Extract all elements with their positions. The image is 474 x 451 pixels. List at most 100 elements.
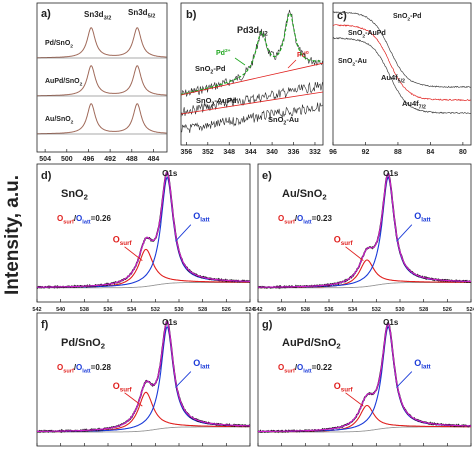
panel-d-tick-label-3: 536 — [103, 307, 112, 313]
panel-d-sample-label: SnO2 — [61, 188, 88, 202]
panel-b-pd0-label: Pd0 — [297, 50, 309, 59]
panel-c-trace-label-0-after: -Pd — [410, 13, 421, 20]
panel-c-au2-label-sub: 7/2 — [419, 105, 426, 111]
panel-b-frame — [180, 2, 324, 146]
panel-e-olatt-label-sub: latt — [421, 217, 431, 224]
panel-a-trace-label-0: Pd/SnO2 — [45, 40, 73, 50]
panel-c-trace-label-2-main: SnO — [338, 58, 353, 65]
panel-c-trace-label-2-sub: 2 — [352, 62, 355, 68]
panel-g-letter: g) — [262, 319, 273, 331]
panel-d-ratio-slash: / — [74, 214, 77, 223]
panel-e-ratio: Osurf/Olatt=0.23 — [278, 214, 332, 226]
panel-e-tick-label-2: 538 — [301, 307, 310, 313]
panel-e-sample-label-main: Au/SnO — [282, 188, 323, 200]
panel-e-olatt-arrow — [396, 224, 413, 242]
panel-c-letter: c) — [337, 10, 347, 22]
panel-b-trace-label-0-sub: 2 — [210, 70, 213, 76]
panel-e-ratio-value: =0.23 — [312, 214, 333, 223]
panel-c-trace-label-1-after: -AuPd — [365, 30, 386, 37]
panel-c-tick-label-0: 96 — [329, 149, 337, 156]
panel-e-tick-label-0: 542 — [253, 307, 262, 313]
panel-d-ratio-olatt: O — [76, 214, 82, 223]
panel-c-tick-label-2: 88 — [394, 149, 402, 156]
panel-b-trace-label-1-sub: 2 — [211, 102, 214, 108]
panel-e-ratio-olatt-sub: latt — [303, 220, 312, 226]
panel-a-tick-label-5: 484 — [148, 156, 160, 163]
panel-c-frame — [332, 2, 472, 146]
panel-e-sample-label: Au/SnO2 — [282, 188, 327, 202]
panel-a-trace-label-2: Au/SnO2 — [45, 116, 74, 126]
panel-a-peak1-label-sub: 3/2 — [104, 16, 112, 22]
panel-b-tick-label-1: 352 — [202, 149, 214, 156]
panel-a-tick-label-0: 504 — [39, 156, 51, 163]
panel-d-tick-label-2: 538 — [80, 307, 89, 313]
panel-d-olatt-label: Olatt — [193, 211, 210, 224]
panel-e-tick-label-9: 524 — [466, 307, 474, 313]
panel-d-olatt-label-sub: latt — [200, 217, 210, 224]
panel-e-ratio-osurf: O — [278, 214, 284, 223]
panel-d-ratio-olatt-sub: latt — [82, 220, 91, 226]
panel-e-ratio-slash: / — [295, 214, 298, 223]
panel-b-tick-label-4: 340 — [266, 149, 278, 156]
panel-g-olatt-label: Olatt — [414, 358, 431, 371]
panel-e-o1s-label: O1s — [383, 169, 399, 178]
panel-d-ratio-value: =0.26 — [91, 214, 112, 223]
panel-b-pd0-label-sub: 0 — [306, 50, 309, 56]
panel-b-tick-label-0: 356 — [181, 149, 193, 156]
panel-a-trace-label-0-sub: 2 — [70, 44, 73, 50]
panel-c-tick-label-4: 80 — [459, 149, 467, 156]
panel-b-letter: b) — [186, 9, 197, 21]
panel-a-trace-label-2-sub: 2 — [71, 120, 74, 126]
panel-b-trace-label-2-main: SnO — [268, 115, 284, 124]
panel-b-trace-label-1-main: SnO — [196, 96, 212, 105]
panel-f-ratio: Osurf/Olatt=0.28 — [57, 363, 111, 375]
panel-d-o1s-label: O1s — [162, 169, 178, 178]
panel-g-ratio-slash: / — [295, 363, 298, 372]
panel-e-envelope — [258, 172, 471, 288]
panel-g-frame — [257, 312, 472, 447]
panel-a-trace-label-2-main: Au/SnO — [45, 116, 71, 123]
panel-c-tick-label-1: 92 — [362, 149, 370, 156]
panel-f-ratio-osurf: O — [57, 363, 63, 372]
panel-g-sample-label: AuPd/SnO2 — [282, 337, 341, 351]
panel-e-osurf-arrow — [345, 246, 364, 261]
panel-f-frame — [36, 312, 251, 447]
panel-g-ratio-value: =0.22 — [312, 363, 333, 372]
panel-e-tick-label-6: 530 — [395, 307, 404, 313]
panel-a-peak2-label-main: Sn3d — [128, 8, 148, 17]
panel-d-frame — [36, 163, 251, 303]
panel-g-o1s-label: O1s — [383, 318, 399, 327]
panel-b-trace-1 — [180, 81, 323, 117]
panel-b-peak-label-main: Pd3d — [237, 25, 259, 35]
panel-c-trace-label-2-after: -Au — [355, 58, 367, 65]
panel-g-olatt-label-sub: latt — [421, 364, 431, 371]
panel-a-trace-label-1: AuPd/SnO2 — [45, 78, 83, 88]
panel-d-background — [37, 282, 250, 289]
panel-e-olatt-label: Olatt — [414, 211, 431, 224]
panel-d-letter: d) — [41, 170, 52, 182]
panel-c-au2-label-main: Au4f — [402, 99, 419, 108]
panel-b-tick-label-2: 348 — [223, 149, 235, 156]
panel-c-au2-label: Au4f7/2 — [402, 99, 426, 111]
panel-f-osurf-arrow — [124, 392, 143, 407]
panel-a-tick-label-1: 500 — [61, 156, 73, 163]
panel-f-olatt-arrow — [175, 371, 192, 388]
panel-f-osurf-component — [37, 391, 250, 433]
panel-a-tick-label-2: 496 — [83, 156, 95, 163]
panel-f-ratio-slash: / — [74, 363, 77, 372]
panel-b-bg-0 — [180, 62, 324, 96]
panel-f-ratio-osurf-sub: surf — [63, 369, 74, 375]
panel-e-osurf-component — [258, 259, 471, 289]
panel-f-background — [37, 426, 250, 433]
panel-e-tick-label-1: 540 — [277, 307, 286, 313]
panel-f-olatt-label-main: O — [193, 358, 200, 368]
panel-g-osurf-label-sub: surf — [341, 386, 354, 393]
panel-d-ratio: Osurf/Olatt=0.26 — [57, 214, 111, 226]
panel-g-ratio: Osurf/Olatt=0.22 — [278, 363, 332, 375]
panel-d-osurf-arrow — [124, 246, 143, 261]
panel-e-olatt-label-main: O — [414, 211, 421, 221]
panel-b-bg-1 — [180, 91, 324, 115]
panel-b-trace-label-2-after: -Au — [286, 115, 299, 124]
panel-d-osurf-component — [37, 248, 250, 289]
